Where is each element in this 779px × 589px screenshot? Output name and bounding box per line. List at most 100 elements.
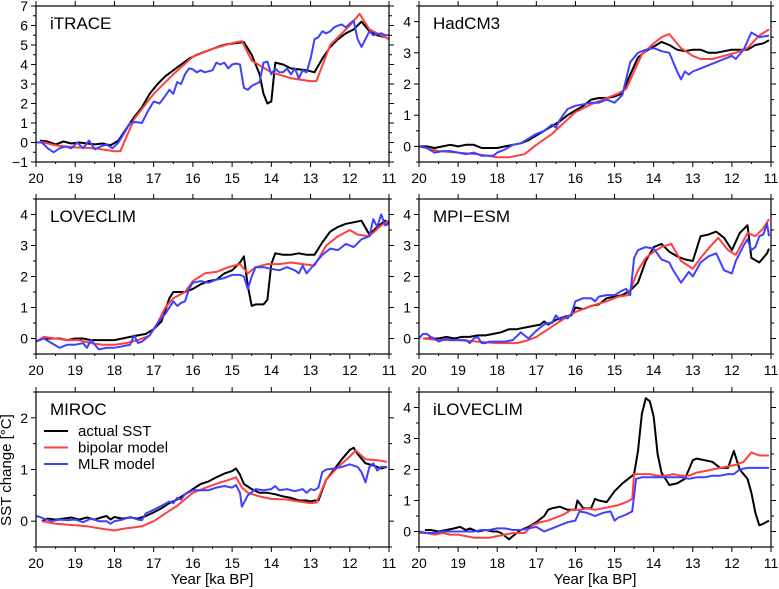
- series-line-mlr-model: [36, 213, 389, 351]
- x-tick-label: 20: [28, 555, 44, 571]
- y-tick-label: 1: [403, 300, 411, 316]
- x-tick-label: 12: [724, 362, 740, 378]
- panel-title: iLOVECLIM: [433, 400, 523, 419]
- x-tick-label: 17: [146, 555, 162, 571]
- y-tick-label: 0: [20, 513, 28, 529]
- y-tick-label: 4: [403, 400, 411, 416]
- x-tick-label: 12: [342, 555, 358, 571]
- y-tick-label: 2: [403, 76, 411, 92]
- x-tick-label: 16: [185, 362, 201, 378]
- x-tick-label: 11: [764, 555, 779, 571]
- y-tick-label: 2: [20, 96, 28, 112]
- x-tick-label: 13: [303, 170, 319, 186]
- panel-title: MPI−ESM: [433, 207, 510, 226]
- x-tick-label: 18: [107, 362, 123, 378]
- series-line-actual-sst: [43, 219, 389, 342]
- x-tick-label: 13: [303, 555, 319, 571]
- x-tick-label: 11: [764, 362, 779, 378]
- panel-title: HadCM3: [433, 14, 500, 33]
- x-tick-label: 20: [411, 362, 427, 378]
- x-tick-label: 19: [450, 362, 466, 378]
- y-tick-label: 4: [20, 207, 28, 223]
- y-tick-label: 1: [20, 462, 28, 478]
- x-tick-label: 19: [67, 555, 83, 571]
- x-tick-label: 19: [450, 170, 466, 186]
- series-line-bipolar-model: [39, 12, 389, 153]
- legend-label-mlr-model: MLR model: [78, 456, 155, 473]
- x-tick-label: 15: [224, 170, 240, 186]
- x-tick-label: 16: [185, 555, 201, 571]
- x-tick-label: 12: [342, 362, 358, 378]
- series-line-bipolar-model: [422, 218, 770, 345]
- series-line-mlr-model: [36, 19, 389, 154]
- x-tick-label: 18: [107, 555, 123, 571]
- y-tick-label: 2: [403, 269, 411, 285]
- x-tick-label: 14: [264, 170, 280, 186]
- y-tick-label: 1: [403, 107, 411, 123]
- y-tick-label: 0: [20, 135, 28, 151]
- x-tick-label: 17: [529, 555, 545, 571]
- x-axis-label-left: Year [ka BP]: [171, 571, 254, 588]
- series-line-bipolar-model: [419, 451, 769, 539]
- x-tick-label: 15: [607, 362, 623, 378]
- x-tick-label: 13: [685, 362, 701, 378]
- x-tick-label: 16: [568, 170, 584, 186]
- x-tick-label: 17: [529, 362, 545, 378]
- x-tick-label: 12: [724, 555, 740, 571]
- x-tick-label: 12: [342, 170, 358, 186]
- y-tick-label: 3: [20, 76, 28, 92]
- x-tick-label: 17: [529, 170, 545, 186]
- x-tick-label: 20: [411, 170, 427, 186]
- x-tick-label: 14: [646, 170, 662, 186]
- x-tick-label: 18: [107, 170, 123, 186]
- y-tick-label: 5: [20, 37, 28, 53]
- series-line-mlr-model: [419, 31, 770, 157]
- y-tick-label: 1: [403, 493, 411, 509]
- series-line-mlr-model: [419, 222, 770, 345]
- x-tick-label: 18: [489, 555, 505, 571]
- x-tick-label: 14: [264, 555, 280, 571]
- y-tick-label: −1: [12, 154, 28, 170]
- series-line-bipolar-model: [419, 28, 770, 159]
- x-tick-label: 15: [607, 555, 623, 571]
- x-tick-label: 17: [146, 170, 162, 186]
- x-tick-label: 17: [146, 362, 162, 378]
- y-tick-label: 0: [403, 524, 411, 540]
- y-tick-label: 0: [403, 331, 411, 347]
- x-tick-label: 19: [450, 555, 466, 571]
- legend-label-bipolar-model: bipolar model: [78, 440, 168, 457]
- x-tick-label: 16: [568, 555, 584, 571]
- series-line-actual-sst: [422, 224, 770, 340]
- y-tick-label: 4: [403, 207, 411, 223]
- x-tick-label: 11: [382, 555, 397, 571]
- y-tick-label: 3: [403, 45, 411, 61]
- y-tick-label: 2: [20, 410, 28, 426]
- panel-title: LOVECLIM: [50, 207, 136, 226]
- series-line-mlr-model: [419, 466, 769, 534]
- series-line-actual-sst: [424, 397, 770, 541]
- x-tick-label: 11: [764, 170, 779, 186]
- x-tick-label: 20: [411, 555, 427, 571]
- x-tick-label: 19: [67, 170, 83, 186]
- x-tick-label: 18: [489, 170, 505, 186]
- y-tick-label: 6: [20, 18, 28, 34]
- y-tick-label: 3: [403, 238, 411, 254]
- x-tick-label: 15: [224, 555, 240, 571]
- y-tick-label: 3: [403, 431, 411, 447]
- x-axis-label-right: Year [ka BP]: [554, 571, 637, 588]
- x-tick-label: 12: [724, 170, 740, 186]
- series-line-actual-sst: [39, 20, 386, 147]
- y-tick-label: 7: [20, 0, 28, 14]
- y-tick-label: 3: [20, 238, 28, 254]
- y-tick-label: 4: [20, 57, 28, 73]
- x-tick-label: 14: [646, 362, 662, 378]
- series-line-mlr-model: [36, 462, 387, 525]
- y-axis-label: SST change [°C]: [0, 414, 15, 526]
- x-tick-label: 16: [185, 170, 201, 186]
- panel-title: MIROC: [50, 400, 107, 419]
